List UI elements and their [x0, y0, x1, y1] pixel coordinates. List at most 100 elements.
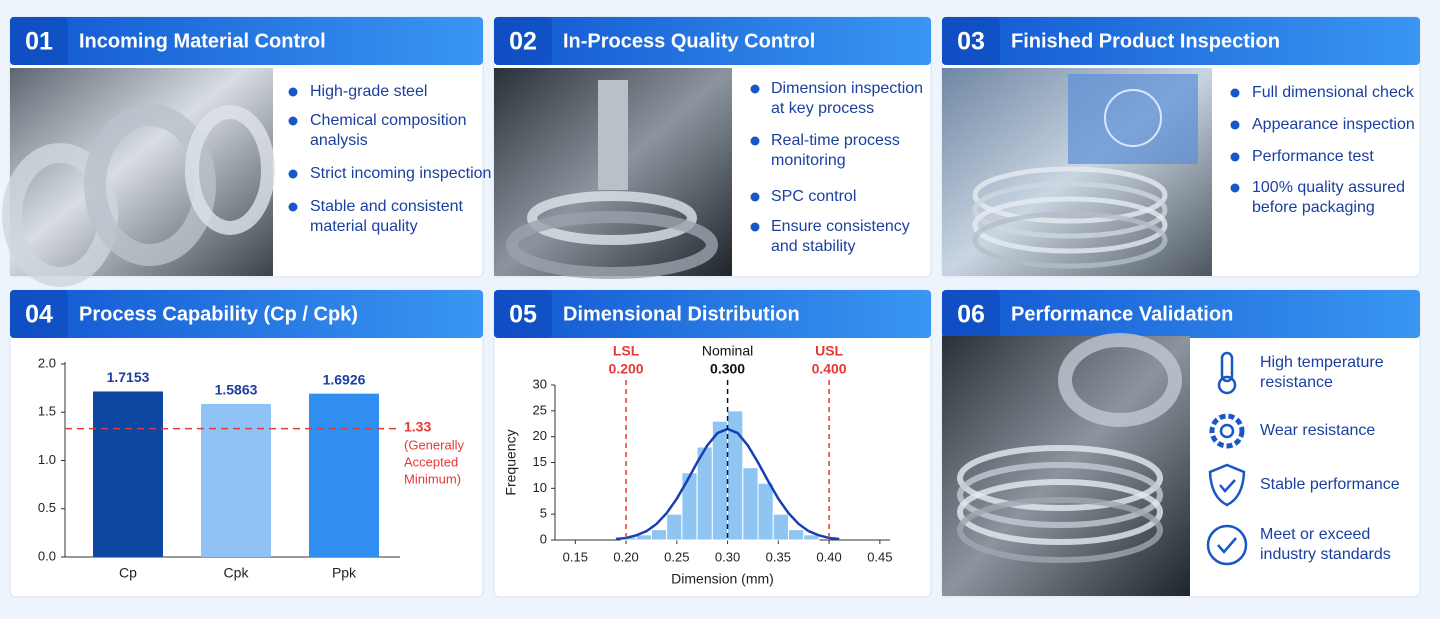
reference-note: Accepted	[404, 454, 458, 469]
bullet	[750, 192, 760, 202]
reference-note: Minimum)	[404, 471, 461, 486]
panel-number: 03	[957, 28, 985, 56]
histogram-bar	[803, 534, 820, 541]
panel-number: 01	[25, 28, 53, 56]
spec-value: 0.200	[609, 361, 644, 377]
bar	[309, 393, 379, 557]
bullet	[288, 202, 298, 212]
icon-shape	[1208, 463, 1246, 507]
panel-title: Process Capability (Cp / Cpk)	[79, 303, 358, 325]
x-tick-label: Cp	[119, 565, 137, 581]
photo-detail	[972, 196, 1168, 254]
y-tick-label: 1.0	[38, 452, 56, 467]
bullet	[1230, 183, 1240, 193]
x-tick-label: 0.30	[715, 549, 740, 564]
photo-detail	[972, 211, 1168, 269]
data-label: 1.5863	[215, 382, 258, 398]
photo-detail	[1104, 89, 1162, 147]
histogram-bar	[787, 529, 805, 541]
list-item: and stability	[771, 238, 856, 255]
bullet	[1230, 88, 1240, 98]
histogram-bar	[666, 513, 683, 541]
icon-shape	[1206, 524, 1248, 566]
list-item: High-grade steel	[310, 83, 427, 100]
spec-name: Nominal	[702, 343, 753, 359]
bullet	[1230, 120, 1240, 130]
histogram-bar	[681, 472, 698, 541]
panel-number: 05	[509, 301, 537, 329]
x-tick-label: 0.35	[766, 549, 791, 564]
list-item: Real-time process	[771, 132, 900, 149]
panel-number: 06	[957, 301, 985, 329]
bullet	[750, 222, 760, 232]
photo-detail	[957, 445, 1163, 511]
panel-title: Performance Validation	[1011, 303, 1233, 325]
photo	[942, 333, 1190, 596]
y-tick-label: 2.0	[38, 355, 56, 370]
panel-number: 02	[509, 28, 537, 56]
bar	[93, 391, 163, 557]
list-item: 100% quality assured	[1252, 179, 1405, 196]
photo-detail	[185, 105, 275, 235]
bullet	[288, 116, 298, 126]
photo-detail	[506, 211, 718, 279]
reference-note: (Generally	[404, 437, 464, 452]
list-item: at key process	[771, 100, 874, 117]
histogram-bar	[757, 482, 774, 541]
x-tick-label: 0.20	[613, 549, 638, 564]
number-badge	[10, 17, 68, 65]
x-tick-label: 0.45	[867, 549, 892, 564]
list-item: Meet or exceed	[1260, 526, 1370, 543]
list-item: Performance test	[1252, 148, 1374, 165]
y-tick-label: 10	[533, 480, 547, 495]
list-item: resistance	[1260, 374, 1333, 391]
list-item: High temperature	[1260, 354, 1384, 371]
icon-shape	[1219, 423, 1235, 439]
histogram-bar	[711, 420, 729, 541]
y-tick-label: 1.5	[38, 404, 56, 419]
y-tick-label: 0.5	[38, 500, 56, 515]
icon-shape	[1219, 479, 1236, 493]
panel-number: 04	[25, 301, 53, 329]
panel-title: Dimensional Distribution	[563, 303, 800, 325]
histogram-bar	[650, 529, 668, 541]
x-tick-label: 0.25	[664, 549, 689, 564]
list-item: before packaging	[1252, 199, 1375, 216]
data-label: 1.7153	[107, 369, 150, 385]
photo-detail	[957, 462, 1163, 528]
icon-shape	[1209, 413, 1245, 449]
panel-title: Incoming Material Control	[79, 30, 326, 52]
icon-shape	[1217, 375, 1237, 395]
bar	[201, 403, 271, 557]
list-item: Stable and consistent	[310, 198, 464, 215]
y-tick-label: 0.0	[38, 548, 56, 563]
photo	[2, 68, 275, 287]
photo-detail	[1058, 333, 1182, 427]
y-tick-label: 25	[533, 402, 547, 417]
reference-label: 1.33	[404, 419, 431, 435]
list-item: industry standards	[1260, 546, 1391, 563]
photo-detail	[598, 80, 628, 190]
spec-name: USL	[815, 343, 843, 359]
x-axis-label: Dimension (mm)	[671, 571, 774, 587]
histogram-bar	[742, 467, 759, 541]
photo-detail	[527, 191, 697, 245]
list-item: Full dimensional check	[1252, 84, 1415, 101]
feature-icon	[1209, 413, 1245, 449]
y-tick-label: 15	[533, 454, 547, 469]
y-tick-label: 0	[540, 531, 547, 546]
number-badge	[10, 290, 68, 338]
panel-header	[10, 290, 483, 338]
list-item: Ensure consistency	[771, 218, 910, 235]
list-item: Chemical composition	[310, 112, 467, 129]
feature-icon	[1206, 524, 1248, 566]
number-badge	[942, 17, 1000, 65]
number-badge	[494, 17, 552, 65]
photo-background	[10, 68, 273, 276]
spec-value: 0.400	[812, 361, 847, 377]
spec-value: 0.300	[710, 361, 745, 377]
photo-detail	[1068, 74, 1198, 164]
photo-detail	[972, 166, 1168, 224]
x-tick-label: 0.15	[563, 549, 588, 564]
histogram-bar	[772, 513, 789, 541]
